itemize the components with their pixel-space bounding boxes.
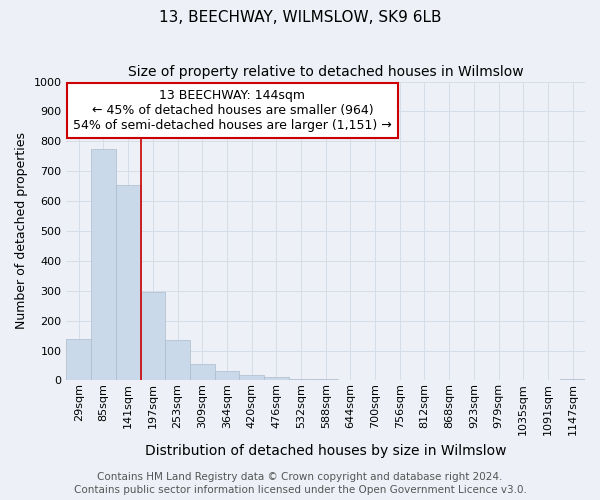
Bar	[289, 379, 313, 380]
Bar	[239, 375, 264, 380]
Bar	[140, 292, 165, 380]
Bar	[264, 377, 289, 380]
Bar	[190, 364, 215, 380]
Text: Contains HM Land Registry data © Crown copyright and database right 2024.
Contai: Contains HM Land Registry data © Crown c…	[74, 472, 526, 495]
X-axis label: Distribution of detached houses by size in Wilmslow: Distribution of detached houses by size …	[145, 444, 506, 458]
Bar	[91, 149, 116, 380]
Y-axis label: Number of detached properties: Number of detached properties	[15, 132, 28, 330]
Bar	[67, 338, 91, 380]
Title: Size of property relative to detached houses in Wilmslow: Size of property relative to detached ho…	[128, 65, 524, 79]
Text: 13 BEECHWAY: 144sqm
← 45% of detached houses are smaller (964)
54% of semi-detac: 13 BEECHWAY: 144sqm ← 45% of detached ho…	[73, 89, 392, 132]
Bar	[165, 340, 190, 380]
Bar	[215, 372, 239, 380]
Bar	[116, 184, 140, 380]
Bar	[560, 379, 585, 380]
Bar	[313, 379, 338, 380]
Text: 13, BEECHWAY, WILMSLOW, SK9 6LB: 13, BEECHWAY, WILMSLOW, SK9 6LB	[159, 10, 441, 25]
